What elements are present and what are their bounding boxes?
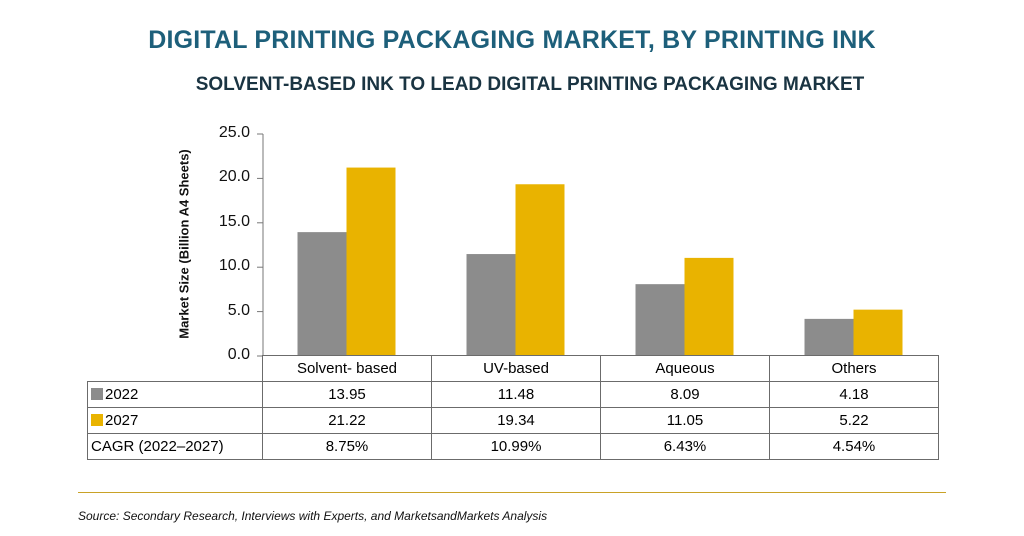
data-label: 11.48 <box>431 381 601 408</box>
category-label: Aqueous <box>600 355 770 382</box>
table-row-cagr: CAGR (2022–2027) 8.75% 10.99% 6.43% 4.54… <box>87 433 939 460</box>
cagr-label: CAGR (2022–2027) <box>87 433 263 460</box>
source-divider <box>78 492 946 493</box>
bar-2027-1 <box>515 184 565 356</box>
legend-entry-2022: 2022 <box>87 381 263 408</box>
y-tick-label: 0.0 <box>227 346 250 363</box>
bar-2027-0 <box>346 167 396 356</box>
data-label: 5.22 <box>769 407 939 434</box>
data-label: 19.34 <box>431 407 601 434</box>
cagr-value: 4.54% <box>769 433 939 460</box>
table-row-2027: 2027 21.22 19.34 11.05 5.22 <box>87 407 939 434</box>
y-tick-label: 5.0 <box>227 301 250 319</box>
chart-subtitle: SOLVENT-BASED INK TO LEAD DIGITAL PRINTI… <box>195 74 865 95</box>
category-label: UV-based <box>431 355 601 382</box>
bar-2022-0 <box>297 232 347 356</box>
legend-entry-2027: 2027 <box>87 407 263 434</box>
source-note: Source: Secondary Research, Interviews w… <box>78 509 548 523</box>
bar-2027-3 <box>853 309 903 356</box>
series-name: 2022 <box>105 386 139 403</box>
series-name: 2027 <box>105 412 139 429</box>
data-label: 11.05 <box>600 407 770 434</box>
bar-2022-3 <box>804 318 854 356</box>
y-tick-label: 15.0 <box>218 212 250 230</box>
bar-2027-2 <box>684 257 734 356</box>
cagr-value: 8.75% <box>262 433 432 460</box>
category-label: Solvent- based <box>262 355 432 382</box>
data-label: 13.95 <box>262 381 432 408</box>
category-label: Others <box>769 355 939 382</box>
y-tick-label: 25.0 <box>218 124 250 141</box>
y-tick-label: 20.0 <box>218 168 250 186</box>
y-tick-label: 10.0 <box>218 257 250 275</box>
cagr-value: 6.43% <box>600 433 770 460</box>
cagr-value: 10.99% <box>431 433 601 460</box>
data-label: 21.22 <box>262 407 432 434</box>
legend-swatch-2022 <box>91 388 103 400</box>
data-label: 8.09 <box>600 381 770 408</box>
legend-swatch-2027 <box>91 414 103 426</box>
chart-title: DIGITAL PRINTING PACKAGING MARKET, BY PR… <box>148 26 876 54</box>
bar-2022-2 <box>635 284 685 356</box>
bar-2022-1 <box>466 254 516 356</box>
data-table: Solvent- based UV-based Aqueous Others 2… <box>87 355 939 460</box>
table-row-2022: 2022 13.95 11.48 8.09 4.18 <box>87 381 939 408</box>
data-label: 4.18 <box>769 381 939 408</box>
table-header-row: Solvent- based UV-based Aqueous Others <box>88 355 939 382</box>
table-corner <box>88 356 263 382</box>
